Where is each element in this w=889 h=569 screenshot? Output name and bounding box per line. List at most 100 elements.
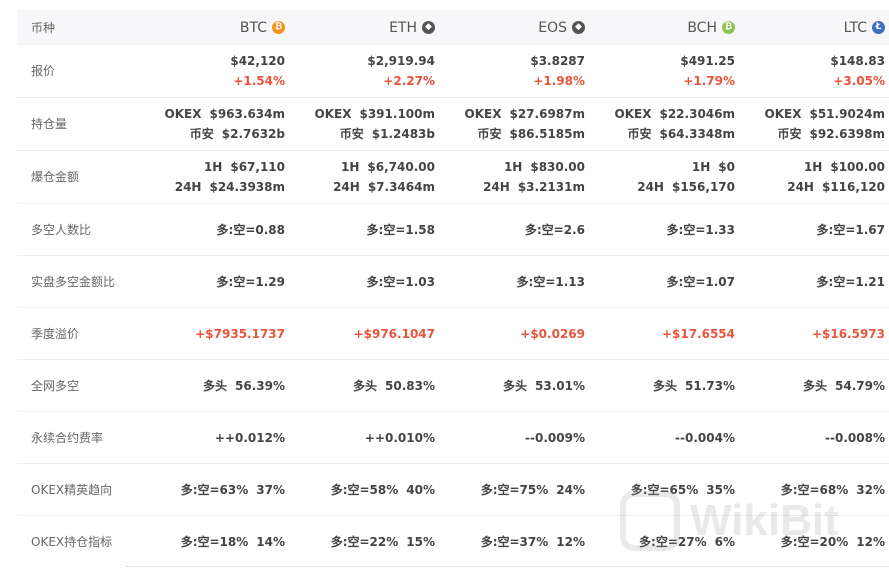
holdings-value: $92.6398m: [809, 127, 885, 141]
holdings-value: $86.5185m: [509, 127, 585, 141]
coin-name: BCH: [687, 19, 717, 36]
ratio-cell: 多:空=1.03: [366, 274, 435, 289]
holdings-value: $1.2483b: [371, 127, 435, 141]
exchange-name: 币安: [627, 127, 652, 141]
price-value: $2,919.94: [367, 54, 435, 68]
row-label: OKEX持仓指标: [31, 535, 113, 549]
funding-cell: ++0.012%: [214, 430, 285, 445]
liquidation-value: $3.2131m: [517, 180, 585, 194]
holdings-value: $27.6987m: [509, 107, 585, 121]
period-label: 1H: [203, 160, 223, 174]
short-percent: 32%: [856, 482, 885, 497]
price-change: +1.54%: [233, 74, 285, 88]
period-label: 24H: [483, 180, 510, 194]
short-percent: 37%: [256, 482, 285, 497]
long-percent: 56.39%: [235, 378, 285, 393]
holdings-cell: OKEX $963.634m 币安 $2.7632b: [135, 98, 285, 150]
network-cell: 多头 54.79%: [735, 360, 885, 411]
ratio-text: 多:空=68%: [780, 482, 849, 497]
coin-header-bch[interactable]: BCH ₿: [585, 18, 735, 38]
period-label: 24H: [637, 180, 664, 194]
network-cell: 多头 56.39%: [135, 360, 285, 411]
liquidation-cell: 1H $830.00 24H $3.2131m: [435, 151, 585, 203]
ratio-cell: 多:空=1.29: [216, 274, 285, 289]
exchange-name: OKEX: [614, 107, 652, 121]
row-label: 季度溢价: [31, 326, 80, 341]
liquidation-cell: 1H $100.00 24H $116,120: [735, 151, 885, 203]
liquidation-value: $67,110: [230, 160, 285, 174]
funding-cell: --0.009%: [525, 430, 585, 445]
bitcoin-icon: ₿: [272, 21, 285, 34]
period-label: 1H: [803, 160, 823, 174]
period-label: 1H: [503, 160, 523, 174]
ratio-cell: 多:空=1.21: [816, 274, 885, 289]
ratio-text: 多:空=18%: [180, 535, 249, 549]
row-label: 报价: [31, 64, 56, 78]
coin-header-eos[interactable]: EOS ◆: [435, 18, 585, 38]
coin-name: ETH: [389, 19, 417, 36]
exchange-name: OKEX: [464, 107, 502, 121]
position-cell: 多:空=37% 12%: [435, 516, 585, 568]
table-row-quarterly-premium: 季度溢价 +$7935.1737 +$976.1047 +$0.0269 +$1…: [17, 308, 889, 360]
coin-name: EOS: [538, 19, 567, 36]
liquidation-value: $0: [718, 160, 735, 174]
ratio-text: 多:空=75%: [480, 482, 549, 497]
long-label: 多头: [803, 378, 828, 393]
table-row-real-long-short: 实盘多空金额比 多:空=1.29 多:空=1.03 多:空=1.13 多:空=1…: [17, 256, 889, 308]
table-row-long-short-people: 多空人数比 多:空=0.88 多:空=1.58 多:空=2.6 多:空=1.33…: [17, 204, 889, 256]
long-percent: 50.83%: [385, 378, 435, 393]
ratio-text: 多:空=65%: [630, 482, 699, 497]
liquidation-cell: 1H $0 24H $156,170: [585, 151, 735, 203]
holdings-cell: OKEX $391.100m 币安 $1.2483b: [285, 98, 435, 150]
funding-cell: --0.004%: [675, 430, 735, 445]
coin-column-label: 币种: [31, 20, 56, 35]
holdings-value: $2.7632b: [221, 127, 285, 141]
coin-name: BTC: [239, 19, 267, 36]
coin-header-btc[interactable]: BTC ₿: [135, 18, 285, 38]
table-row-liquidation: 爆仓金额 1H $67,110 24H $24.3938m 1H $6,740.00 …: [17, 151, 889, 204]
period-label: 1H: [691, 160, 711, 174]
price-cell: $148.83 +3.05%: [735, 45, 885, 97]
funding-cell: --0.008%: [825, 430, 885, 445]
elite-cell: 多:空=58% 40%: [285, 464, 435, 515]
table-bottom-divider: [125, 566, 889, 567]
premium-cell: +$0.0269: [520, 326, 585, 341]
funding-cell: ++0.010%: [364, 430, 435, 445]
row-label: 实盘多空金额比: [31, 274, 116, 289]
short-percent: 40%: [406, 482, 435, 497]
short-percent: 14%: [256, 535, 285, 549]
exchange-name: OKEX: [314, 107, 352, 121]
liquidation-value: $24.3938m: [209, 180, 285, 194]
period-label: 24H: [333, 180, 360, 194]
position-cell: 多:空=20% 12%: [735, 516, 885, 568]
row-label: 多空人数比: [31, 222, 92, 237]
bitcoin-cash-icon: ₿: [722, 21, 735, 34]
position-cell: 多:空=18% 14%: [127, 516, 285, 568]
row-label: 全网多空: [31, 378, 80, 393]
coin-header-eth[interactable]: ETH ◆: [285, 18, 435, 38]
watermark-text: WikiBit: [690, 496, 839, 545]
short-percent: 12%: [856, 535, 885, 549]
long-label: 多头: [503, 378, 528, 393]
elite-cell: 多:空=68% 32%: [735, 464, 885, 515]
network-cell: 多头 51.73%: [585, 360, 735, 411]
long-label: 多头: [203, 378, 228, 393]
ratio-cell: 多:空=2.6: [524, 222, 585, 237]
coin-header-ltc[interactable]: LTC Ł: [735, 18, 885, 38]
ratio-text: 多:空=58%: [330, 482, 399, 497]
ratio-text: 多:空=63%: [180, 482, 249, 497]
premium-cell: +$976.1047: [353, 326, 435, 341]
ratio-cell: 多:空=1.07: [666, 274, 735, 289]
short-percent: 6%: [714, 535, 735, 549]
exchange-name: OKEX: [164, 107, 202, 121]
long-percent: 53.01%: [535, 378, 585, 393]
network-cell: 多头 50.83%: [285, 360, 435, 411]
ratio-text: 多:空=22%: [330, 535, 399, 549]
price-change: +1.79%: [683, 74, 735, 88]
eos-icon: ◆: [572, 21, 585, 34]
table-header-row: 币种 BTC ₿ ETH ◆ EOS ◆ BCH ₿ LTC Ł: [17, 10, 889, 45]
period-label: 24H: [174, 180, 202, 194]
liquidation-value: $6,740.00: [367, 160, 435, 174]
short-percent: 12%: [556, 535, 585, 549]
row-label: 持仓量: [31, 117, 68, 131]
